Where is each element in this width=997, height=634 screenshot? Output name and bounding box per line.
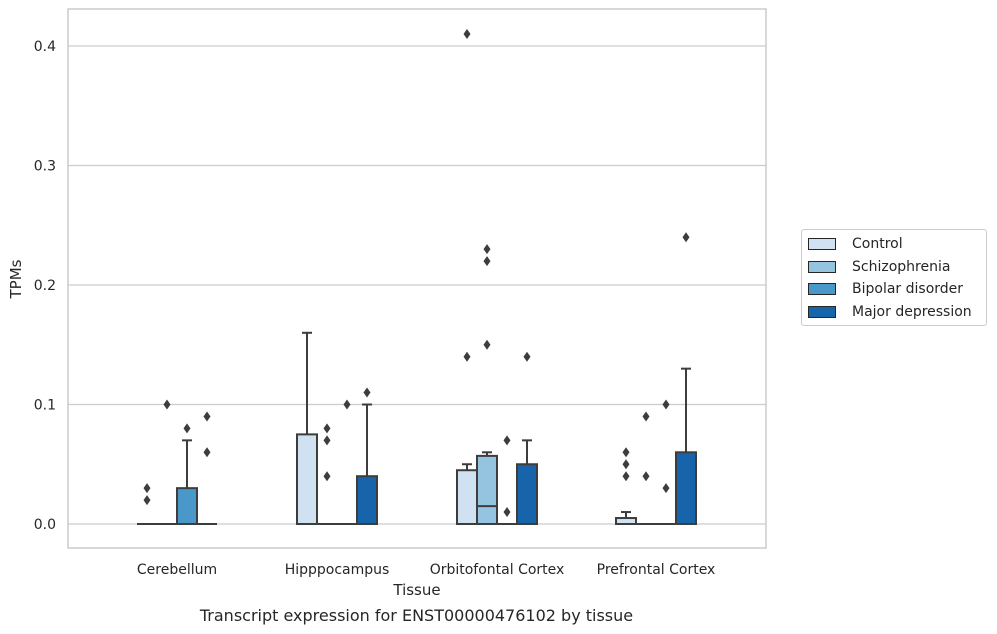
box-control-prefrontal-cortex [615, 447, 637, 526]
outlier-point [463, 351, 471, 362]
box-control-cerebellum [137, 483, 157, 525]
outlier-point [163, 399, 171, 410]
outlier-point [183, 423, 191, 434]
figure-caption: Transcript expression for ENST0000047610… [199, 606, 634, 625]
outlier-point [503, 507, 511, 518]
outlier-point [323, 435, 331, 446]
y-tick-label-0.1: 0.1 [34, 398, 56, 414]
box-control-hipppocampus [296, 331, 318, 525]
outlier-point [483, 339, 491, 350]
box-plot-area [137, 29, 697, 526]
y-tick-label-0.3: 0.3 [34, 159, 56, 175]
box-schizophrenia-hipppocampus [317, 423, 337, 525]
box-bipolar-disorder-prefrontal-cortex [656, 399, 676, 525]
outlier-point [343, 399, 351, 410]
plot-frame [67, 8, 767, 549]
box-bipolar-disorder-orbitofontal-cortex [497, 435, 517, 525]
box-major-depression-prefrontal-cortex [675, 232, 697, 525]
box-body [176, 487, 198, 525]
legend-item-bipolar-disorder: Bipolar disorder [808, 278, 963, 300]
legend-item-schizophrenia: Schizophrenia [808, 256, 950, 278]
y-tick-label-0.2: 0.2 [34, 278, 56, 294]
y-axis-label: TPMs [7, 259, 25, 299]
box-schizophrenia-orbitofontal-cortex [476, 244, 498, 526]
outlier-point [143, 495, 151, 506]
box-body [356, 475, 378, 526]
box-schizophrenia-prefrontal-cortex [636, 411, 656, 525]
box-body [476, 454, 498, 526]
outlier-point [642, 471, 650, 482]
legend-label-control: Control [852, 236, 903, 252]
legend-label-bipolar-disorder: Bipolar disorder [852, 281, 964, 297]
outlier-point [323, 471, 331, 482]
legend-item-control: Control [808, 233, 903, 255]
box-schizophrenia-cerebellum [157, 399, 177, 525]
box-control-orbitofontal-cortex [456, 29, 478, 526]
x-axis-label: Tissue [392, 581, 440, 599]
y-tick-label-0.0: 0.0 [34, 517, 56, 533]
y-tick-label-0.4: 0.4 [34, 39, 56, 55]
box-bipolar-disorder-cerebellum [176, 423, 198, 525]
outlier-point [523, 351, 531, 362]
outlier-point [622, 447, 630, 458]
x-tick-label-prefrontal-cortex: Prefrontal Cortex [597, 562, 716, 578]
outlier-point [642, 411, 650, 422]
outlier-point [143, 483, 151, 494]
y-axis-ticks: 0.0 0.1 0.2 0.3 0.4 [34, 39, 56, 533]
outlier-point [483, 256, 491, 267]
outlier-point [662, 399, 670, 410]
outlier-point [483, 244, 491, 255]
legend-item-major-depression: Major depression [808, 301, 972, 323]
box-body [516, 463, 538, 525]
legend: Control Schizophrenia Bipolar disorder M… [801, 229, 987, 326]
box-body [456, 469, 478, 526]
outlier-point [662, 483, 670, 494]
legend-label-schizophrenia: Schizophrenia [852, 259, 951, 275]
box-major-depression-hipppocampus [356, 387, 378, 526]
outlier-point [622, 459, 630, 470]
outlier-point [363, 387, 371, 398]
legend-swatch-control [808, 238, 836, 250]
x-axis-ticks: Cerebellum Hipppocampus Orbitofontal Corte… [137, 562, 715, 578]
legend-swatch-schizophrenia [808, 261, 836, 273]
outlier-point [323, 423, 331, 434]
box-major-depression-orbitofontal-cortex [516, 351, 538, 525]
outlier-point [463, 29, 471, 40]
gridlines [68, 45, 766, 525]
box-body [675, 451, 697, 525]
outlier-point [682, 232, 690, 243]
box-bipolar-disorder-hipppocampus [337, 399, 357, 525]
box-body [296, 433, 318, 525]
box-major-depression-cerebellum [197, 411, 217, 525]
outlier-point [503, 435, 511, 446]
legend-swatch-bipolar-disorder [808, 283, 836, 295]
legend-label-major-depression: Major depression [852, 304, 972, 320]
x-tick-label-hipppocampus: Hipppocampus [285, 562, 390, 578]
outlier-point [203, 411, 211, 422]
outlier-point [203, 447, 211, 458]
x-tick-label-orbitofontal-cortex: Orbitofontal Cortex [430, 562, 565, 578]
x-tick-label-cerebellum: Cerebellum [137, 562, 217, 578]
outlier-point [622, 471, 630, 482]
legend-swatch-major-depression [808, 306, 836, 318]
